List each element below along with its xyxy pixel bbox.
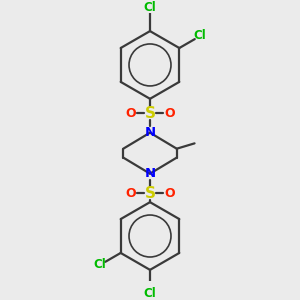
Text: Cl: Cl: [194, 29, 206, 43]
Text: S: S: [145, 186, 155, 201]
Text: N: N: [144, 167, 156, 180]
Text: O: O: [125, 187, 136, 200]
Text: S: S: [145, 106, 155, 121]
Text: Cl: Cl: [94, 259, 106, 272]
Text: O: O: [164, 106, 175, 120]
Text: Cl: Cl: [144, 1, 156, 13]
Text: Cl: Cl: [144, 287, 156, 300]
Text: O: O: [164, 187, 175, 200]
Text: N: N: [144, 126, 156, 139]
Text: O: O: [125, 106, 136, 120]
